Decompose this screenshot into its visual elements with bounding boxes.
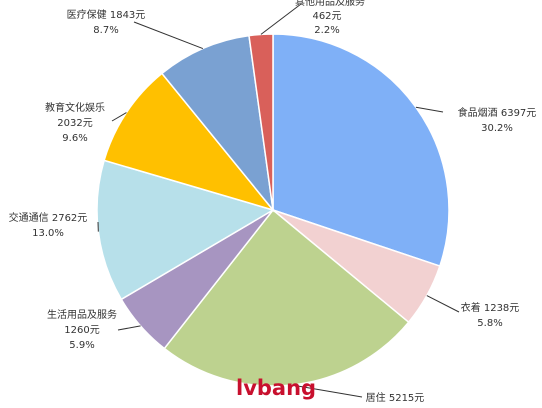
slice-labels: 其他用品及服务 462元 2.2% 医疗保健 1843元 8.7% 食品烟酒 6…	[9, 0, 537, 404]
pie-slice-5	[103, 72, 276, 212]
label-healthcare-name: 医疗保健 1843元	[67, 8, 146, 21]
label-education-value: 2032元	[57, 118, 92, 129]
pie-slices	[96, 33, 450, 387]
label-clothing-name: 衣着 1238元	[461, 301, 520, 314]
pie-slice-0	[272, 33, 450, 268]
label-household-name: 生活用品及服务	[47, 308, 117, 321]
leader-line-5	[111, 112, 127, 122]
label-clothing-percent: 5.8%	[477, 318, 502, 329]
label-transport-percent: 13.0%	[32, 228, 64, 239]
label-household-value: 1260元	[64, 325, 99, 336]
watermark-logo: lvbang	[236, 376, 316, 400]
pie-slice-7	[248, 33, 274, 211]
pie-slice-6	[160, 34, 275, 213]
label-healthcare-percent: 8.7%	[93, 25, 118, 36]
label-education-percent: 9.6%	[62, 133, 87, 144]
label-housing-name: 居住 5215元	[366, 391, 425, 404]
label-education-name: 教育文化娱乐	[45, 101, 105, 114]
pie-slice-2	[163, 208, 410, 387]
label-transport-name: 交通通信 2762元	[9, 211, 88, 224]
leader-line-0	[415, 106, 444, 113]
label-other-value: 462元	[312, 11, 341, 22]
label-food-name: 食品烟酒 6397元	[458, 106, 537, 119]
label-household-percent: 5.9%	[69, 340, 94, 351]
leader-line-2	[291, 384, 363, 398]
label-other-percent: 2.2%	[314, 25, 339, 36]
leader-line-1	[426, 295, 460, 313]
leader-lines	[97, 3, 460, 398]
leader-line-7	[260, 3, 302, 35]
leader-line-6	[133, 21, 204, 50]
label-food-percent: 30.2%	[481, 123, 513, 134]
leader-line-3	[117, 325, 141, 331]
label-other-name: 其他用品及服务	[295, 0, 365, 8]
